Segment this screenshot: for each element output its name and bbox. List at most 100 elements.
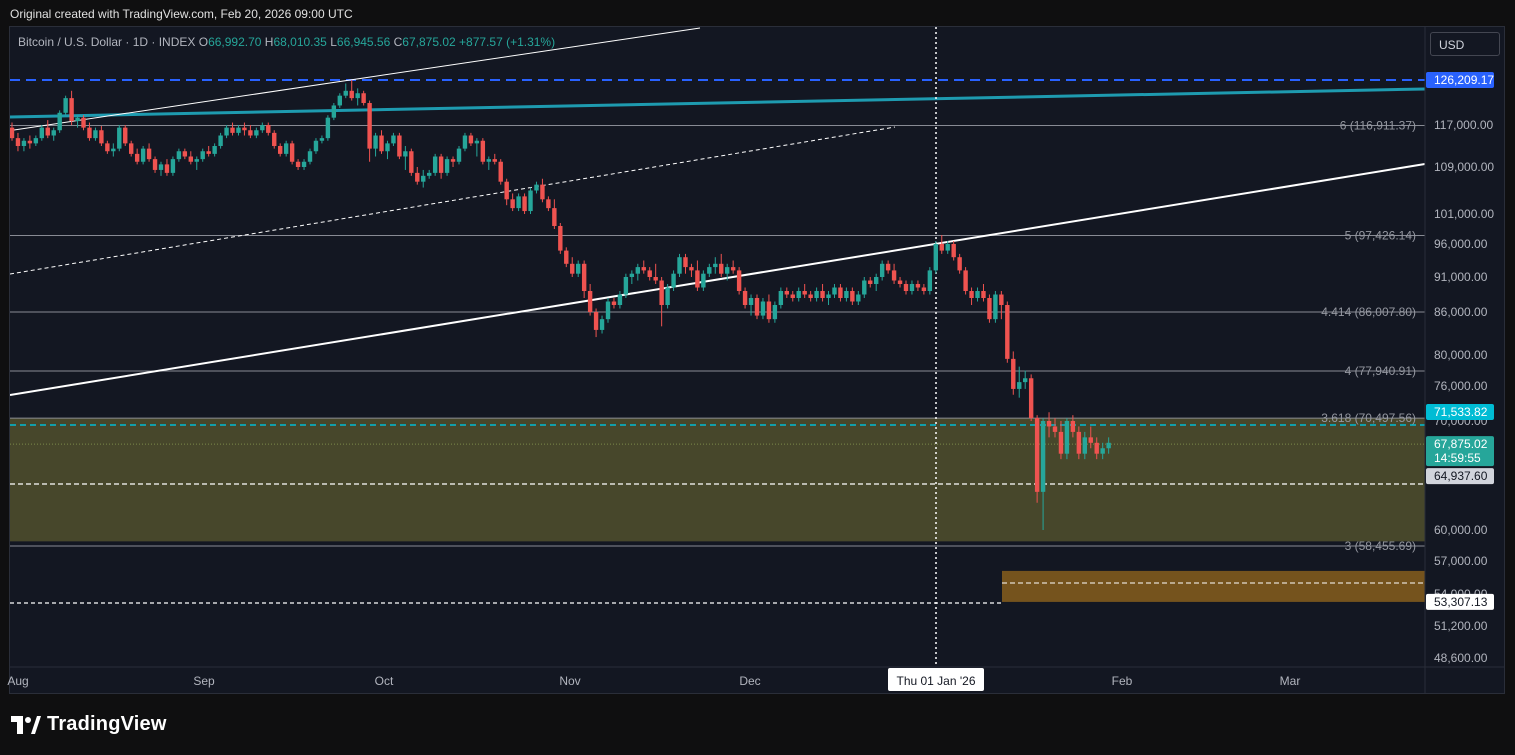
- candle-body: [403, 151, 408, 157]
- candle-body: [832, 287, 837, 295]
- y-tick-label: 91,000.00: [1434, 270, 1488, 284]
- candle: [81, 115, 86, 131]
- candle: [343, 83, 348, 99]
- candle-body: [27, 140, 33, 144]
- y-tick-label: 101,000.00: [1434, 207, 1494, 221]
- candle: [820, 284, 825, 302]
- price-tag-5: [1426, 593, 1494, 610]
- candle: [957, 253, 962, 274]
- candle-body: [69, 98, 74, 122]
- candles: [10, 80, 1111, 530]
- crosshair-date-label: Thu 01 Jan '26: [896, 674, 975, 688]
- candle: [736, 267, 742, 295]
- price-zone-1: [10, 418, 1425, 542]
- candle: [665, 284, 670, 309]
- price-zone-2: [1002, 570, 1425, 602]
- trendline-dashed: [10, 126, 896, 275]
- symbol-title[interactable]: Bitcoin / U.S. Dollar · 1D · INDEX: [18, 35, 196, 49]
- candle: [1100, 442, 1105, 460]
- candle: [570, 257, 575, 277]
- candle: [587, 284, 593, 316]
- high-label: H: [264, 35, 274, 49]
- fib-label-2: 5 (97,426.14): [1345, 228, 1416, 242]
- candle: [1040, 418, 1046, 530]
- candle-body: [349, 90, 354, 99]
- candle: [278, 143, 283, 157]
- candle-body: [432, 156, 438, 173]
- candle: [75, 115, 80, 128]
- candle: [15, 132, 21, 152]
- candle-body: [1058, 431, 1064, 454]
- open-value: 66,992.70: [208, 35, 262, 49]
- candle: [838, 284, 843, 302]
- candle: [659, 277, 664, 327]
- candle: [814, 287, 819, 302]
- price-tag-countdown: 14:59:55: [1434, 451, 1481, 465]
- candle: [695, 260, 700, 291]
- candle: [254, 127, 259, 139]
- candle-body: [301, 161, 307, 167]
- candle-body: [230, 127, 235, 133]
- candle-body: [784, 291, 789, 295]
- price-tag-2: [1426, 404, 1494, 421]
- candle-body: [635, 267, 640, 274]
- candle-body: [272, 132, 277, 146]
- candle-body: [51, 130, 56, 136]
- candle-body: [975, 291, 980, 298]
- open-label: O: [198, 35, 209, 49]
- candle: [379, 130, 384, 154]
- candle-body: [659, 280, 664, 305]
- candle-body: [57, 112, 62, 131]
- candle: [272, 130, 277, 149]
- candle: [874, 273, 879, 291]
- fib-label-3: 4.414 (86,007.80): [1321, 305, 1416, 319]
- candle: [605, 298, 611, 323]
- candle: [719, 253, 724, 277]
- candle: [21, 138, 27, 152]
- candle: [742, 287, 748, 309]
- candle-body: [695, 270, 700, 288]
- candle: [808, 291, 813, 302]
- x-tick-label: Nov: [559, 674, 580, 688]
- candle: [212, 143, 217, 157]
- candle-body: [736, 270, 742, 291]
- candle: [844, 287, 849, 302]
- y-tick-label: 76,000.00: [1434, 379, 1488, 393]
- candle-body: [701, 273, 706, 288]
- currency-selector[interactable]: USD: [1430, 32, 1500, 56]
- candle: [564, 247, 569, 268]
- candle-body: [1011, 358, 1016, 389]
- candle: [474, 138, 480, 157]
- candle-body: [224, 127, 229, 136]
- candle: [647, 267, 652, 281]
- candle-body: [146, 148, 152, 160]
- candle: [1028, 374, 1034, 421]
- candle: [975, 287, 980, 302]
- crosshair-date-tag: [888, 668, 984, 691]
- candle: [790, 291, 795, 302]
- candle-body: [820, 291, 825, 298]
- candle-body: [480, 140, 486, 162]
- candle-body: [105, 143, 110, 152]
- price-tag-4: [1426, 468, 1494, 485]
- x-tick-label: Sep: [193, 674, 215, 688]
- candle-body: [707, 267, 712, 274]
- candle: [868, 277, 873, 288]
- candle: [1011, 351, 1016, 395]
- candle: [1017, 366, 1022, 398]
- candle: [885, 260, 891, 274]
- candle: [63, 95, 68, 116]
- tradingview-wordmark: TradingView: [47, 713, 167, 735]
- candle: [385, 140, 390, 160]
- candle-body: [766, 301, 772, 320]
- candle-body: [587, 291, 593, 312]
- candle-body: [325, 117, 331, 139]
- candle-body: [15, 138, 21, 146]
- candle: [123, 125, 128, 146]
- tradingview-logo[interactable]: TradingView: [11, 713, 167, 736]
- candle: [498, 159, 503, 185]
- candle: [832, 284, 837, 298]
- candle: [748, 294, 754, 316]
- price-tag-1: [1426, 72, 1494, 88]
